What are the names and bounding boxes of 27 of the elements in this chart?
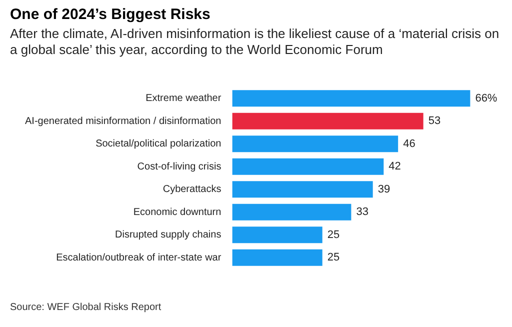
bar — [232, 112, 424, 130]
data-label: 33 — [356, 206, 368, 218]
y-tick-label: AI-generated misinformation / disinformation — [25, 116, 222, 127]
bar — [232, 249, 322, 266]
bar — [232, 181, 373, 198]
bar — [232, 136, 398, 152]
bar — [232, 204, 352, 220]
y-tick-label: Extreme weather — [146, 93, 222, 104]
chart-subtitle: After the climate, AI-driven misinformation is the likeliest cause of a ‘material crisis on a global scale’ this year, according to the World Economic Forum — [10, 26, 500, 58]
data-label: 25 — [327, 228, 340, 241]
bar — [232, 158, 384, 175]
y-tick-label: Disrupted supply chains — [115, 230, 222, 241]
y-tick-label: Cyberattacks — [162, 184, 222, 196]
data-label: 46 — [403, 138, 416, 150]
y-tick-label: Cost-of-living crisis — [137, 161, 222, 172]
bar — [232, 90, 470, 107]
data-label: 42 — [388, 160, 401, 173]
y-tick-label: Economic downturn — [133, 206, 222, 218]
y-tick-label: Escalation/outbreak of inter-state war — [56, 252, 222, 264]
bar — [232, 226, 322, 244]
source-note: Source: WEF Global Risks Report — [10, 302, 162, 313]
y-tick-label: Societal/political polarization — [96, 138, 222, 150]
data-label: 25 — [327, 252, 340, 264]
data-label: 66% — [475, 92, 498, 104]
data-label: 39 — [378, 183, 390, 196]
data-label: 53 — [428, 115, 441, 128]
text: One of 2024’s Biggest Risks — [10, 6, 210, 23]
